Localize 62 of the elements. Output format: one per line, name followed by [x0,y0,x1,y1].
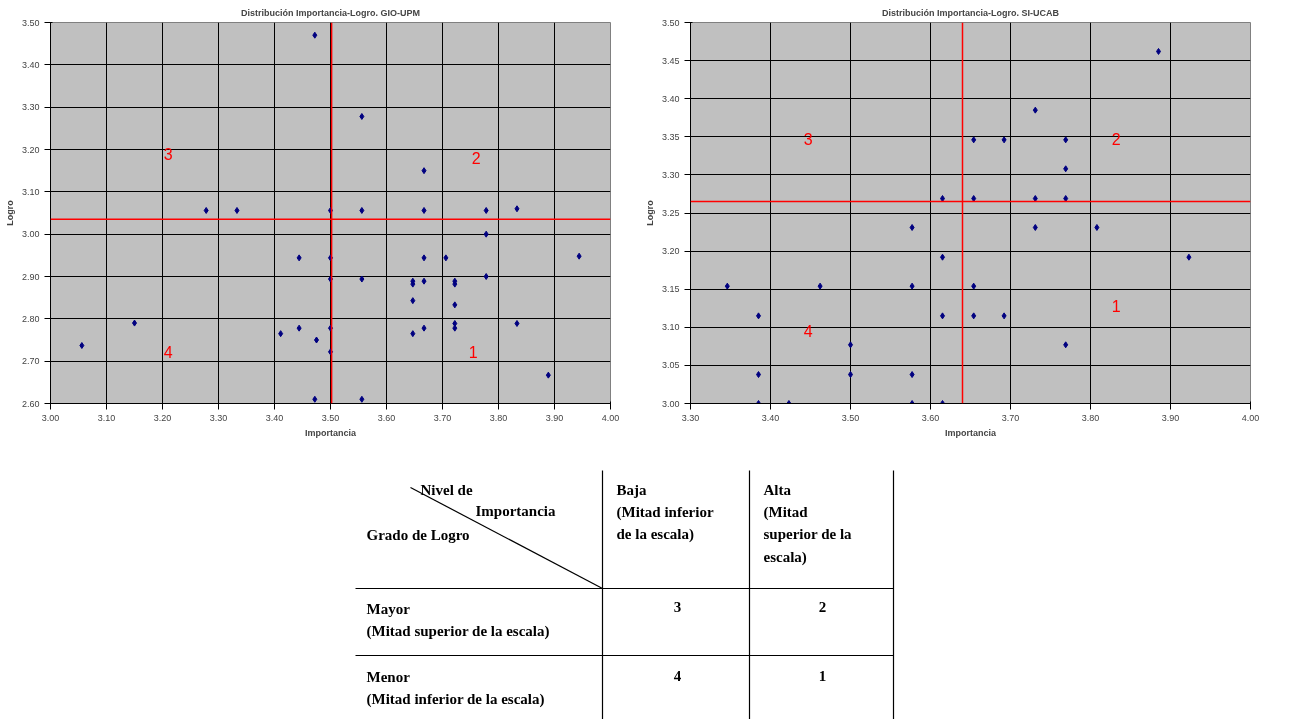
text: 1 [818,667,827,684]
annotation: 1 [1111,298,1121,316]
y-tick-label: 3.25 [661,208,680,218]
chart-title: Distribución Importancia-Logro. GIO-UPM [241,7,421,18]
y-tick-label: 3.30 [661,169,680,180]
x-tick-label: 3.60 [921,412,940,423]
x-tick-label: 3.90 [1161,412,1180,423]
y-tick-label: 2.70 [21,356,40,367]
y-tick-label: 3.15 [661,284,680,295]
y-tick-label: 3.40 [21,59,40,70]
x-tick-label: 3.20 [153,412,172,423]
x-tick-label: 3.00 [41,412,60,423]
y-axis-title: Logro [4,199,15,226]
x-tick-label: 3.80 [1081,412,1100,423]
y-tick-label: 2.80 [21,313,40,324]
x-tick-label: 3.40 [761,412,780,423]
text: Nivel de Importancia [420,481,556,519]
y-tick-label: 3.10 [21,186,40,197]
y-tick-label: 3.45 [661,55,680,66]
x-tick-label: 3.40 [265,412,284,423]
annotation: 1 [468,344,478,362]
x-tick-label: 4.00 [1241,412,1260,423]
y-tick-label: 2.90 [21,271,40,282]
y-tick-label: 3.00 [21,229,40,240]
x-tick-label: 3.70 [1001,412,1020,423]
y-tick-label: 3.35 [661,131,680,142]
y-tick-label: 3.00 [661,398,680,409]
text: 4 [673,667,682,684]
x-tick-label: 3.10 [97,412,116,423]
annotation: 3 [163,145,173,163]
text: 2 [818,598,827,615]
y-tick-label: 3.50 [21,17,40,28]
annotation: 4 [803,323,813,341]
x-tick-label: 3.30 [209,412,228,423]
annotation: 2 [471,149,481,167]
y-tick-label: 3.20 [661,246,680,257]
x-tick-label: 3.50 [841,412,860,423]
x-axis-title: Importancia [944,427,997,438]
y-tick-label: 3.05 [661,360,680,371]
text: Alta (Mitad superior de la escala) [763,481,853,566]
x-tick-label: 3.90 [545,412,564,423]
y-axis-title: Logro [644,199,655,226]
text: Baja (Mitad inferior de la escala) [616,481,714,544]
x-tick-label: 3.80 [489,412,508,423]
x-tick-label: 4.00 [601,412,620,423]
y-tick-label: 3.50 [661,17,680,28]
x-axis-title: Importancia [304,427,357,438]
x-tick-label: 3.70 [433,412,452,423]
y-tick-label: 2.60 [21,398,40,409]
x-tick-label: 3.50 [321,412,340,423]
x-tick-label: 3.60 [377,412,396,423]
y-tick-label: 3.10 [661,322,680,333]
y-tick-label: 3.40 [661,93,680,104]
text: Mayor (Mitad superior de la escala) [366,600,550,640]
x-tick-label: 3.30 [681,412,700,423]
y-tick-label: 3.20 [21,144,40,155]
chart-title: Distribución Importancia-Logro. SI-UCAB [882,7,1060,18]
annotation: 4 [163,344,173,362]
text: Grado de Logro [366,526,470,543]
text: Menor (Mitad inferior de la escala) [366,668,545,708]
y-tick-label: 3.30 [21,102,40,113]
text: 3 [673,598,682,615]
